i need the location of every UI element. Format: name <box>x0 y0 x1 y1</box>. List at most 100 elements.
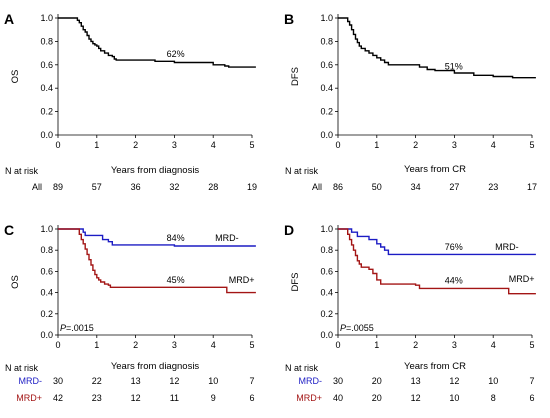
risk-count: 20 <box>372 376 382 386</box>
risk-count: 30 <box>53 376 63 386</box>
x-tick-label: 0 <box>55 340 60 350</box>
panel-letter: D <box>284 222 294 238</box>
risk-count: 13 <box>131 376 141 386</box>
x-tick-label: 1 <box>94 340 99 350</box>
risk-count: 9 <box>211 393 216 403</box>
risk-count: 10 <box>449 393 459 403</box>
risk-count: 13 <box>411 376 421 386</box>
y-tick-label: 0.2 <box>40 107 53 117</box>
p-value-label: P=.0055 <box>340 323 374 333</box>
y-tick-label: 1.0 <box>40 224 53 234</box>
p-value-symbol: P <box>60 323 66 333</box>
x-tick-label: 4 <box>491 340 496 350</box>
annotation-label: 62% <box>167 49 185 59</box>
risk-count: 6 <box>529 393 534 403</box>
y-tick-label: 0.2 <box>320 309 333 319</box>
risk-row-label: MRD- <box>299 376 323 386</box>
panel-letter: B <box>284 11 294 27</box>
risk-count: 27 <box>449 182 459 192</box>
annotation-label: MRD- <box>215 233 239 243</box>
x-tick-label: 2 <box>133 340 138 350</box>
panel-a: A 0.0 0.2 0.4 0.6 0.8 1.0 0 1 2 3 4 5 OS Years from di… <box>4 11 257 192</box>
p-value-number: =.0015 <box>66 323 94 333</box>
x-tick-label: 4 <box>211 140 216 150</box>
risk-count: 7 <box>249 376 254 386</box>
y-tick-label: 0.6 <box>320 266 333 276</box>
risk-count: 11 <box>170 393 179 403</box>
risk-table-title: N at risk <box>5 363 39 373</box>
y-tick-label: 0.8 <box>40 245 53 255</box>
risk-count: 86 <box>333 182 343 192</box>
y-tick-label: 0.2 <box>320 107 333 117</box>
x-tick-label: 0 <box>55 140 60 150</box>
y-tick-label: 0.0 <box>320 330 333 340</box>
risk-count: 7 <box>529 376 534 386</box>
y-tick-label: 1.0 <box>320 224 333 234</box>
x-tick-label: 5 <box>249 340 254 350</box>
risk-count: 12 <box>411 393 421 403</box>
y-tick-label: 0.0 <box>40 330 53 340</box>
risk-count: 10 <box>208 376 218 386</box>
risk-count: 23 <box>488 182 498 192</box>
x-tick-label: 0 <box>335 140 340 150</box>
risk-row-label: All <box>312 182 322 192</box>
y-tick-label: 0.0 <box>320 130 333 140</box>
annotation-label: 84% <box>167 233 185 243</box>
risk-count: 17 <box>527 182 537 192</box>
series-line-0 <box>58 17 256 68</box>
y-tick-label: 0.4 <box>320 288 333 298</box>
y-tick-label: 0.2 <box>40 309 53 319</box>
risk-count: 12 <box>131 393 141 403</box>
risk-count: 19 <box>247 182 257 192</box>
risk-table-title: N at risk <box>5 166 39 176</box>
y-tick-label: 0.6 <box>320 60 333 70</box>
risk-count: 36 <box>131 182 141 192</box>
x-tick-label: 5 <box>529 340 534 350</box>
risk-count: 50 <box>372 182 382 192</box>
x-tick-label: 3 <box>172 340 177 350</box>
x-tick-label: 3 <box>452 340 457 350</box>
y-axis-label: DFS <box>290 67 301 86</box>
x-axis-label: Years from diagnosis <box>111 361 200 372</box>
series-line-0 <box>338 17 536 79</box>
x-tick-label: 1 <box>94 140 99 150</box>
risk-count: 42 <box>53 393 63 403</box>
y-axis-label: DFS <box>290 273 301 292</box>
risk-count: 34 <box>411 182 421 192</box>
risk-count: 57 <box>92 182 102 192</box>
y-tick-label: 0.8 <box>320 36 333 46</box>
x-tick-label: 4 <box>211 340 216 350</box>
series-line-mrd <box>58 228 256 247</box>
x-tick-label: 3 <box>452 140 457 150</box>
risk-count: 6 <box>249 393 254 403</box>
panel-letter: C <box>4 222 14 238</box>
y-tick-label: 0.6 <box>40 266 53 276</box>
y-tick-label: 1.0 <box>40 13 53 23</box>
x-tick-label: 3 <box>172 140 177 150</box>
risk-count: 32 <box>169 182 179 192</box>
p-value-number: =.0055 <box>346 323 374 333</box>
risk-row-label: MRD+ <box>16 393 42 403</box>
risk-row-label: All <box>32 182 42 192</box>
series-line-mrd <box>338 228 536 295</box>
y-tick-label: 0.4 <box>40 288 53 298</box>
x-tick-label: 5 <box>529 140 534 150</box>
x-tick-label: 2 <box>413 140 418 150</box>
series-line-mrd <box>338 228 536 256</box>
x-tick-label: 4 <box>491 140 496 150</box>
y-tick-label: 0.8 <box>320 245 333 255</box>
risk-count: 28 <box>208 182 218 192</box>
risk-count: 12 <box>449 376 459 386</box>
annotation-label: 51% <box>445 61 463 71</box>
annotation-label: MRD- <box>495 242 519 252</box>
p-value-symbol: P <box>340 323 346 333</box>
panel-letter: A <box>4 11 14 27</box>
risk-count: 30 <box>333 376 343 386</box>
x-tick-label: 1 <box>374 340 379 350</box>
risk-count: 23 <box>92 393 102 403</box>
y-tick-label: 0.4 <box>40 83 53 93</box>
risk-count: 12 <box>169 376 179 386</box>
